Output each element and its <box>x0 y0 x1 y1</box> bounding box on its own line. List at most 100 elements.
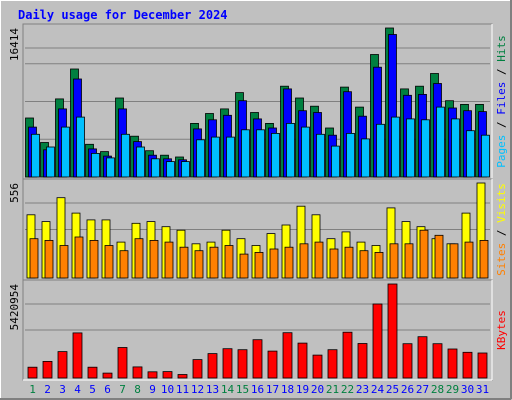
sites-bar-day-20 <box>314 241 324 279</box>
x-tick-day-25: 25 <box>386 383 399 396</box>
legend-files: Files <box>495 82 508 115</box>
x-tick-day-21: 21 <box>326 383 339 396</box>
pages-bar-day-31 <box>481 134 490 178</box>
kbytes-bar-day-16 <box>252 339 263 379</box>
legend-text: Sites / Visits <box>495 183 508 276</box>
x-tick-day-12: 12 <box>191 383 204 396</box>
kbytes-bar-day-7 <box>117 347 128 379</box>
sites-bar-day-29 <box>449 243 459 279</box>
kbytes-bar-day-19 <box>297 342 308 379</box>
x-tick-day-17: 17 <box>266 383 279 396</box>
pages-bar-day-16 <box>256 129 265 178</box>
pages-bar-day-2 <box>46 146 55 178</box>
kbytes-bar-day-18 <box>282 332 293 379</box>
sites-bar-day-30 <box>464 241 474 279</box>
pages-bar-day-24 <box>376 123 385 178</box>
x-tick-day-20: 20 <box>311 383 324 396</box>
kbytes-bar-day-23 <box>357 343 368 379</box>
pages-bar-day-28 <box>436 106 445 178</box>
pages-bar-day-27 <box>421 119 430 178</box>
sites-bar-day-22 <box>344 246 354 279</box>
sites-bar-day-21 <box>329 248 339 279</box>
x-tick-day-4: 4 <box>74 383 81 396</box>
pages-bar-day-9 <box>151 158 160 178</box>
sites-bar-day-2 <box>44 239 54 279</box>
sites-bar-day-26 <box>404 243 414 279</box>
pages-bar-day-14 <box>226 136 235 178</box>
x-tick-day-29: 29 <box>446 383 459 396</box>
legend-separator: / <box>495 223 508 243</box>
pages-bar-day-4 <box>76 116 85 178</box>
x-tick-day-23: 23 <box>356 383 369 396</box>
series-kbytes <box>27 283 488 379</box>
pages-bar-day-3 <box>61 126 70 178</box>
kbytes-bar-day-6 <box>102 372 113 379</box>
x-tick-day-27: 27 <box>416 383 429 396</box>
pages-bar-day-6 <box>106 157 115 178</box>
pages-bar-day-15 <box>241 129 250 178</box>
y-max-label: 556 <box>8 183 21 203</box>
kbytes-bar-day-29 <box>447 348 458 379</box>
kbytes-bar-day-2 <box>42 360 53 379</box>
kbytes-bar-day-30 <box>462 351 473 379</box>
sites-bar-day-31 <box>479 239 489 279</box>
legend-visits: Visits <box>495 183 508 223</box>
x-tick-day-11: 11 <box>176 383 189 396</box>
chart-legends: Pages / Files / Hits Sites / Visits KBytes <box>495 35 508 350</box>
y-max-label: 16414 <box>8 28 21 61</box>
kbytes-bar-day-21 <box>327 349 338 379</box>
y-max-label: 5420954 <box>8 284 21 331</box>
x-tick-day-24: 24 <box>371 383 385 396</box>
chart-panels: 16414 556 5420954 <box>8 23 493 381</box>
x-tick-day-7: 7 <box>119 383 126 396</box>
x-tick-day-9: 9 <box>149 383 156 396</box>
kbytes-bar-day-27 <box>417 336 428 379</box>
legend-text: Pages / Files / Hits <box>495 35 508 168</box>
sites-bar-day-14 <box>224 245 234 279</box>
pages-bar-day-25 <box>391 116 400 178</box>
kbytes-bar-day-17 <box>267 350 278 379</box>
kbytes-bar-day-15 <box>237 349 248 379</box>
sites-bar-day-19 <box>299 243 309 279</box>
legend-hits-files-pages: Pages / Files / Hits <box>495 35 508 168</box>
sites-bar-day-5 <box>89 239 99 279</box>
sites-bar-day-24 <box>374 251 384 279</box>
x-tick-day-5: 5 <box>89 383 96 396</box>
legend-visits-sites: Sites / Visits <box>495 183 508 276</box>
kbytes-bar-day-14 <box>222 348 233 379</box>
legend-text: KBytes <box>495 310 508 350</box>
x-tick-day-30: 30 <box>461 383 474 396</box>
sites-bar-day-8 <box>134 238 144 279</box>
series-sites <box>29 229 489 279</box>
x-tick-day-8: 8 <box>134 383 141 396</box>
sites-bar-day-3 <box>59 245 69 279</box>
kbytes-bar-day-9 <box>147 371 158 379</box>
legend-separator: / <box>495 115 508 135</box>
sites-bar-day-17 <box>269 248 279 279</box>
legend-pages: Pages <box>495 135 508 168</box>
x-tick-day-6: 6 <box>104 383 111 396</box>
pages-bar-day-8 <box>136 146 145 178</box>
pages-bar-day-23 <box>361 138 370 178</box>
kbytes-bar-day-10 <box>162 371 173 379</box>
pages-bar-day-26 <box>406 118 415 178</box>
x-tick-day-31: 31 <box>476 383 489 396</box>
x-tick-day-10: 10 <box>161 383 174 396</box>
pages-bar-day-18 <box>286 123 295 178</box>
x-tick-day-1: 1 <box>29 383 36 396</box>
sites-bar-day-13 <box>209 246 219 279</box>
legend-kbytes: KBytes <box>495 310 508 350</box>
sites-bar-day-23 <box>359 250 369 279</box>
x-tick-day-28: 28 <box>431 383 444 396</box>
sites-bar-day-27 <box>419 229 429 279</box>
kbytes-bar-day-24 <box>372 303 383 379</box>
pages-bar-day-19 <box>301 126 310 178</box>
kbytes-bar-day-12 <box>192 359 203 379</box>
sites-bar-day-12 <box>194 250 204 279</box>
x-tick-day-18: 18 <box>281 383 294 396</box>
kbytes-bar-day-11 <box>177 374 188 379</box>
sites-bar-day-4 <box>74 236 84 279</box>
sites-bar-day-15 <box>239 253 249 279</box>
